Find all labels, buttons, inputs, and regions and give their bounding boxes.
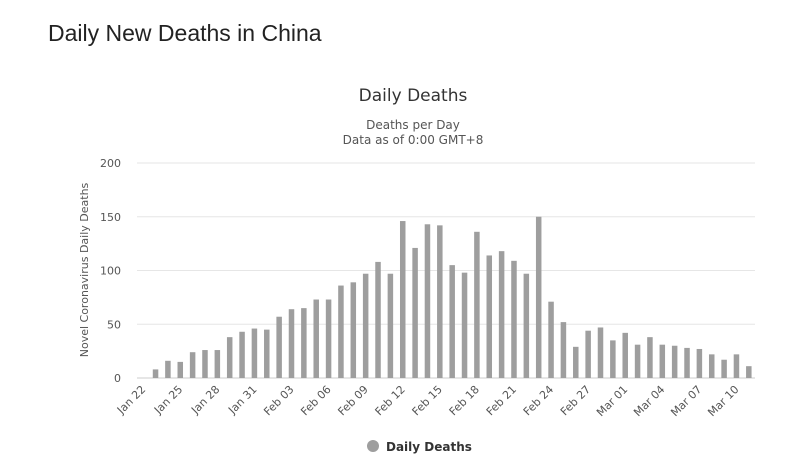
y-tick-label: 100 [100, 265, 121, 278]
bar[interactable] [647, 337, 653, 378]
bar[interactable] [399, 221, 406, 378]
bar[interactable] [239, 331, 245, 378]
bar[interactable] [251, 328, 258, 378]
bar[interactable] [696, 348, 703, 378]
bar[interactable] [548, 301, 554, 378]
x-tick-label: Feb 21 [484, 383, 519, 418]
bar[interactable] [338, 285, 344, 378]
x-tick-label: Feb 09 [335, 383, 370, 418]
bar[interactable] [585, 330, 591, 378]
legend-marker [367, 440, 379, 452]
x-tick-label: Feb 15 [410, 383, 445, 418]
bar[interactable] [461, 272, 468, 378]
x-tick-label: Feb 03 [261, 383, 296, 418]
bar[interactable] [424, 224, 431, 378]
bar[interactable] [634, 344, 641, 378]
y-tick-label: 50 [107, 318, 121, 331]
bar[interactable] [523, 273, 530, 378]
bar[interactable] [375, 261, 381, 378]
bar[interactable] [474, 231, 480, 378]
bar[interactable] [560, 322, 567, 378]
bar[interactable] [610, 340, 616, 379]
x-tick-label: Mar 01 [594, 383, 630, 419]
x-tick-label: Jan 28 [188, 383, 222, 417]
x-tick-label: Jan 22 [114, 383, 148, 417]
bar[interactable] [412, 247, 418, 378]
bar[interactable] [276, 316, 282, 378]
bar[interactable] [437, 225, 443, 378]
x-axis-ticks: Jan 22 Jan 25 Jan 28 Jan 31 Feb 03 Feb 06 Feb … [114, 383, 742, 419]
bar[interactable] [288, 309, 295, 378]
chart-title: Daily Deaths [359, 86, 468, 106]
x-tick-label: Feb 27 [558, 383, 593, 418]
bar[interactable] [498, 251, 505, 378]
x-tick-label: Mar 04 [631, 383, 667, 419]
bar[interactable] [264, 329, 270, 379]
y-tick-label: 0 [114, 372, 121, 385]
bar[interactable] [535, 216, 542, 378]
bars [152, 216, 752, 379]
bar[interactable] [597, 327, 604, 378]
x-tick-label: Mar 10 [705, 383, 741, 419]
bar[interactable] [449, 265, 455, 379]
bar[interactable] [708, 354, 715, 378]
bar[interactable] [226, 337, 233, 378]
y-tick-label: 150 [100, 211, 121, 224]
chart-subtitle-line2: Data as of 0:00 GMT+8 [343, 133, 484, 147]
bar[interactable] [214, 350, 221, 378]
chart-subtitle-line1: Deaths per Day [366, 118, 460, 132]
bar[interactable] [177, 361, 184, 379]
x-tick-label: Feb 18 [447, 383, 482, 418]
bar[interactable] [202, 350, 208, 378]
bar[interactable] [486, 255, 493, 378]
page-heading: Daily New Deaths in China [48, 20, 322, 46]
x-tick-label: Feb 24 [521, 383, 556, 418]
bar[interactable] [733, 354, 740, 378]
bar[interactable] [659, 344, 666, 378]
bar[interactable] [684, 347, 690, 378]
bar[interactable] [622, 332, 628, 378]
x-tick-label: Mar 07 [668, 383, 704, 419]
bar[interactable] [721, 359, 727, 378]
bar[interactable] [313, 299, 319, 378]
bar[interactable] [387, 273, 394, 378]
legend-label[interactable]: Daily Deaths [386, 440, 472, 454]
bar[interactable] [152, 369, 159, 378]
bar[interactable] [573, 346, 579, 378]
bar[interactable] [746, 366, 752, 378]
bar[interactable] [350, 282, 357, 378]
bar[interactable] [189, 352, 196, 378]
bar[interactable] [511, 260, 517, 378]
x-tick-label: Feb 06 [298, 383, 333, 418]
y-axis-ticks: 0 50 100 150 200 [100, 157, 121, 385]
bar[interactable] [362, 273, 369, 378]
bar[interactable] [165, 360, 171, 378]
x-tick-label: Jan 31 [225, 383, 259, 417]
y-tick-label: 200 [100, 157, 121, 170]
x-tick-label: Jan 25 [151, 383, 185, 417]
x-tick-label: Feb 12 [373, 383, 408, 418]
y-axis-label: Novel Coronavirus Daily Deaths [78, 182, 91, 357]
bar[interactable] [325, 299, 332, 378]
legend[interactable]: Daily Deaths [367, 440, 472, 454]
bar[interactable] [301, 308, 307, 379]
bar[interactable] [671, 345, 678, 378]
